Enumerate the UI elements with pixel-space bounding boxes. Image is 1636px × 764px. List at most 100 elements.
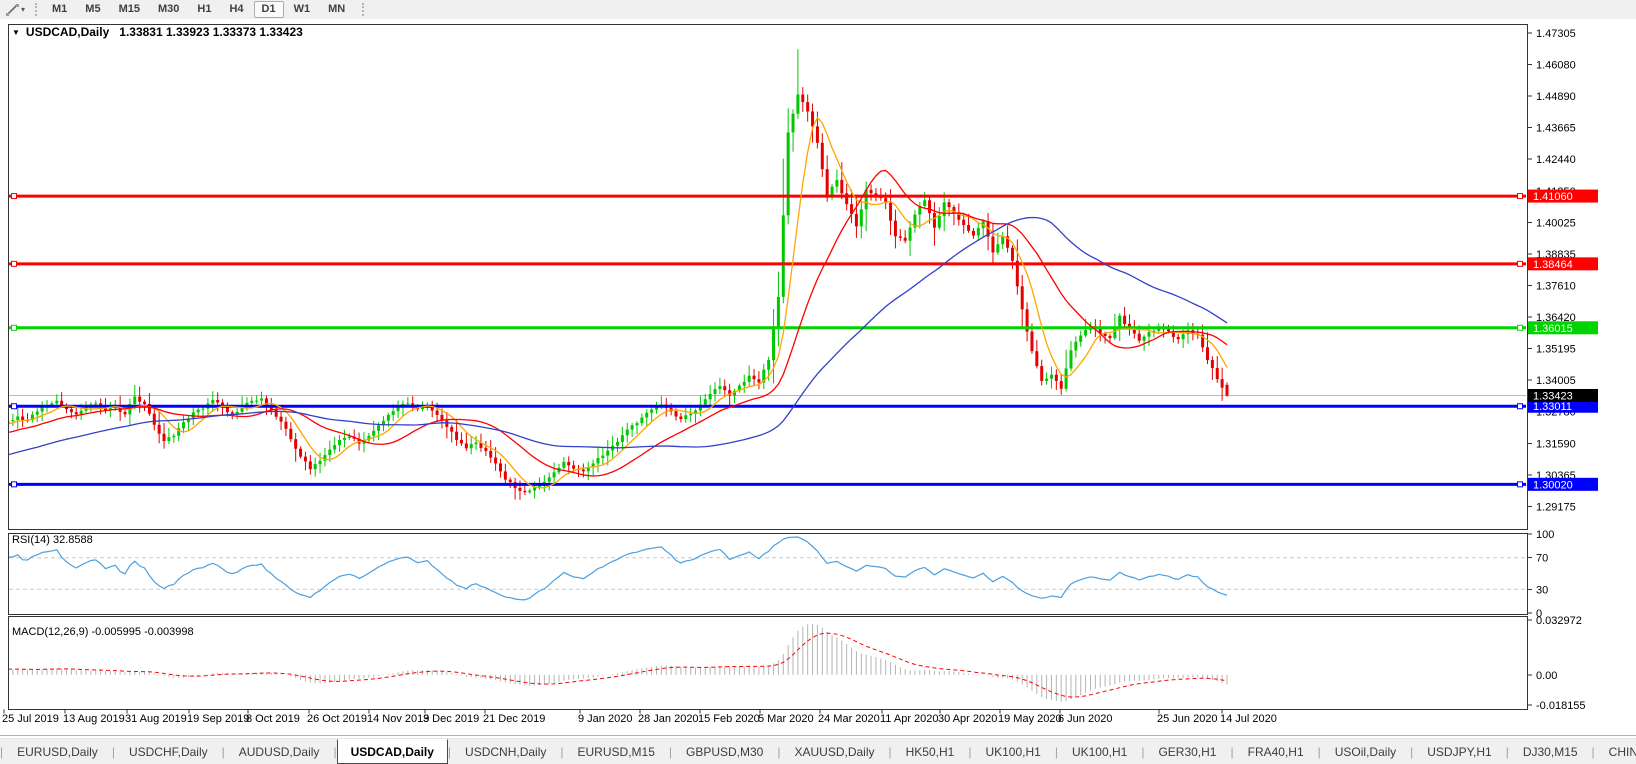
timeframe-button-H1[interactable]: H1 [197, 3, 212, 15]
rsi-line [9, 536, 1228, 601]
date-tick-label: 11 Apr 2020 [880, 713, 939, 725]
date-tick-label: 14 Jul 2020 [1220, 713, 1277, 725]
price-tick-label: 1.36420 [1536, 312, 1576, 324]
line-handle [11, 193, 17, 200]
chart-tab-HK50-H1[interactable]: HK50,H1 [905, 744, 955, 759]
price-tick-label: 1.47305 [1536, 28, 1576, 40]
timeframe-button-M15[interactable]: M15 [118, 3, 140, 15]
chevron-down-icon[interactable]: ▾ [21, 5, 26, 14]
level-price-badge [1528, 399, 1598, 413]
chart-tab-FRA40-H1[interactable]: FRA40,H1 [1247, 744, 1304, 759]
chart-tab-USOil-Daily[interactable]: USOil,Daily [1334, 744, 1397, 759]
price-tick-label: 1.44890 [1536, 91, 1576, 103]
svg-text:1.38464: 1.38464 [1533, 259, 1573, 271]
tab-separator: | [1505, 744, 1509, 759]
timeframe-button-MN[interactable]: MN [328, 3, 346, 15]
svg-text:1.33423: 1.33423 [1533, 390, 1573, 402]
main-panel-layer [9, 49, 1526, 500]
tab-separator: | [0, 744, 4, 759]
macd-tick-label: -0.018155 [1536, 700, 1586, 712]
timeframe-button-D1[interactable]: D1 [253, 1, 284, 18]
ma-medium-line [9, 169, 1228, 477]
chart-tab-USDCAD-Daily[interactable]: USDCAD,Daily [336, 739, 448, 764]
date-tick-label: 13 Aug 2019 [63, 713, 125, 725]
rsi-tick-label: 70 [1536, 553, 1548, 565]
macd-tick-label: 0.032972 [1536, 615, 1582, 627]
rsi-panel-layer [9, 536, 1526, 601]
price-tick-label: 1.46080 [1536, 60, 1576, 72]
date-tick-label: 8 Oct 2019 [246, 713, 300, 725]
rsi-tick-label: 100 [1536, 529, 1554, 541]
tab-separator: | [968, 744, 972, 759]
tab-separator: | [777, 744, 781, 759]
tab-separator: | [1141, 744, 1145, 759]
timeframe-button-W1[interactable]: W1 [293, 3, 311, 15]
chart-tab-CHINA300-H4[interactable]: CHINA300,H4 [1608, 744, 1636, 759]
line-handle [11, 324, 17, 331]
svg-text:1.33011: 1.33011 [1533, 401, 1572, 413]
chart-tab-GER30-H1[interactable]: GER30,H1 [1158, 744, 1217, 759]
tab-separator: | [1591, 744, 1595, 759]
date-tick-label: 9 Jan 2020 [578, 713, 632, 725]
ma-fast-line [9, 116, 1228, 489]
price-tick-label: 1.34005 [1536, 375, 1576, 387]
chart-tab-EURUSD-Daily[interactable]: EURUSD,Daily [17, 744, 98, 759]
tab-separator: | [221, 744, 225, 759]
level-price-badge [1528, 477, 1598, 491]
chart-tab-GBPUSD-M30[interactable]: GBPUSD,M30 [686, 744, 764, 759]
chart-tab-UK100-H1[interactable]: UK100,H1 [985, 744, 1041, 759]
tab-separator: | [447, 744, 452, 759]
tab-separator: | [888, 744, 892, 759]
chart-tab-USDCNH-Daily[interactable]: USDCNH,Daily [465, 744, 547, 759]
line-handle [11, 481, 17, 488]
price-tick-label: 1.38835 [1536, 249, 1576, 261]
rsi-panel-border [8, 533, 1528, 615]
chart-tab-USDCHF-Daily[interactable]: USDCHF,Daily [128, 744, 208, 759]
line-handle [1517, 260, 1523, 267]
line-handle [11, 260, 17, 267]
date-tick-label: 5 Mar 2020 [758, 713, 814, 725]
chart-tab-USDJPY-H1[interactable]: USDJPY,H1 [1427, 744, 1492, 759]
tab-separator: | [560, 744, 564, 759]
tab-separator: | [333, 744, 337, 759]
tab-separator: | [1230, 744, 1234, 759]
date-axis: 25 Jul 2019 13 Aug 2019 31 Aug 2019 19 Sep … [2, 709, 1277, 725]
timeframe-button-M30[interactable]: M30 [157, 3, 180, 15]
line-handle [1517, 481, 1523, 488]
level-price-badge [1528, 321, 1598, 335]
macd-panel-layer [9, 623, 1228, 702]
price-axis: 1.473051.460801.448901.436651.424401.412… [1527, 28, 1598, 712]
chart-tab-XAUUSD-Daily[interactable]: XAUUSD,Daily [794, 744, 875, 759]
current-price-badge [1528, 388, 1598, 402]
chart-tab-UK100-H1[interactable]: UK100,H1 [1071, 744, 1128, 759]
chart-area: 1.473051.460801.448901.436651.424401.412… [0, 19, 1636, 738]
chart-tab-DJ30-M15[interactable]: DJ30,M15 [1522, 744, 1578, 759]
date-tick-label: 19 May 2020 [998, 713, 1062, 725]
rsi-tick-label: 0 [1536, 608, 1542, 620]
tab-separator: | [1317, 744, 1321, 759]
main-panel-border [8, 24, 1528, 530]
price-tick-label: 1.29175 [1536, 501, 1576, 513]
date-tick-label: 25 Jun 2020 [1157, 713, 1218, 725]
chart-tab-AUDUSD-Daily[interactable]: AUDUSD,Daily [238, 744, 320, 759]
toolbar-grip [35, 3, 38, 16]
price-tick-label: 1.43665 [1536, 123, 1576, 135]
chart-canvas[interactable]: 1.473051.460801.448901.436651.424401.412… [0, 19, 1636, 738]
chart-tab-EURUSD-M15[interactable]: EURUSD,M15 [577, 744, 655, 759]
price-tick-label: 1.40025 [1536, 217, 1576, 229]
date-tick-label: 28 Jan 2020 [638, 713, 699, 725]
svg-text:1.41060: 1.41060 [1533, 191, 1573, 203]
svg-text:1.30020: 1.30020 [1533, 479, 1573, 491]
line-handle [1517, 403, 1523, 410]
timeframe-button-M5[interactable]: M5 [85, 3, 101, 15]
timeframe-button-H4[interactable]: H4 [229, 3, 244, 15]
toolbar-grip [362, 3, 365, 16]
macd-signal-line [9, 632, 1228, 698]
date-tick-label: 26 Oct 2019 [307, 713, 367, 725]
drawing-tool-icon[interactable] [3, 2, 21, 17]
date-tick-label: 21 Dec 2019 [483, 713, 545, 725]
tab-separator: | [1054, 744, 1058, 759]
timeframe-button-M1[interactable]: M1 [52, 3, 68, 15]
tab-separator: | [668, 744, 672, 759]
